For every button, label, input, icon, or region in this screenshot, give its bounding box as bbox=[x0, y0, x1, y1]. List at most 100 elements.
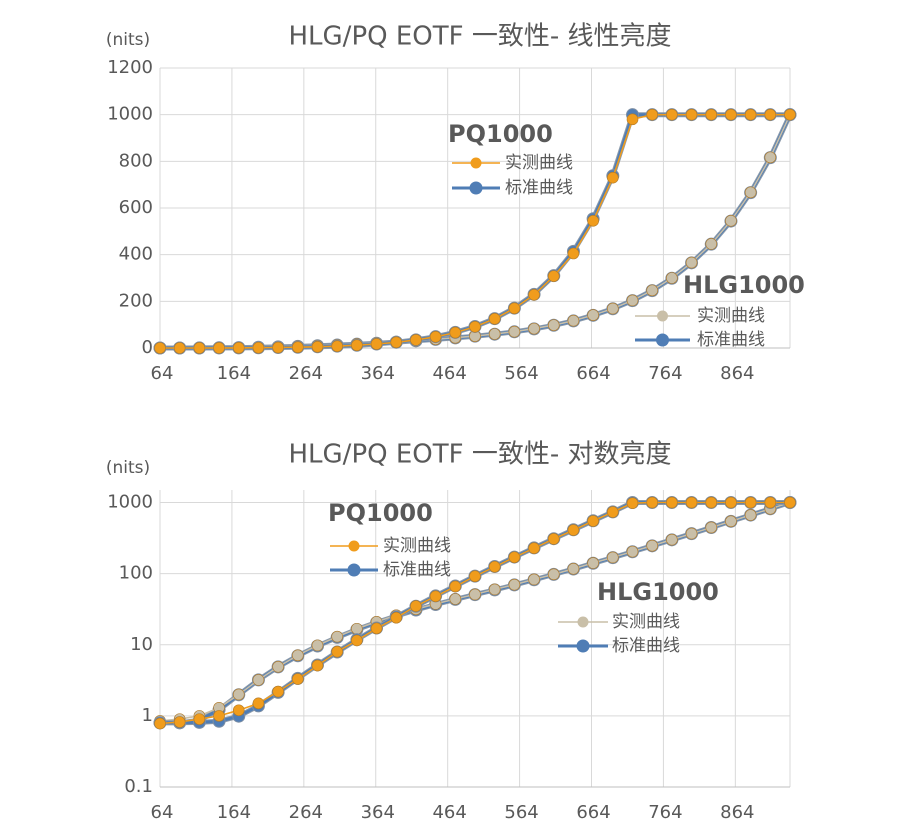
y-tick-label: 0 bbox=[142, 337, 153, 358]
legend-label: 标准曲线 bbox=[505, 178, 573, 198]
point bbox=[528, 322, 540, 335]
point bbox=[252, 697, 265, 710]
point bbox=[666, 496, 678, 509]
point bbox=[390, 336, 403, 349]
point bbox=[607, 506, 619, 518]
point bbox=[626, 497, 639, 509]
point bbox=[311, 659, 324, 672]
point bbox=[193, 342, 206, 354]
x-tick-label: 64 bbox=[151, 363, 174, 384]
x-tick-label: 764 bbox=[648, 363, 682, 384]
x-tick-label: 164 bbox=[217, 802, 251, 823]
y-tick-label: 200 bbox=[119, 290, 153, 311]
point bbox=[292, 673, 304, 685]
point bbox=[232, 342, 245, 354]
point bbox=[744, 509, 757, 521]
point bbox=[646, 539, 658, 552]
point bbox=[488, 328, 501, 340]
point bbox=[567, 524, 580, 536]
x-tick-label: 564 bbox=[504, 363, 538, 384]
point bbox=[744, 108, 757, 121]
point bbox=[213, 342, 225, 354]
point bbox=[646, 496, 658, 509]
point bbox=[252, 674, 265, 686]
point bbox=[272, 341, 284, 354]
point bbox=[685, 496, 698, 509]
point bbox=[488, 313, 501, 325]
legend-label: 实测曲线 bbox=[697, 306, 765, 326]
point bbox=[528, 542, 540, 554]
y-tick-label: 600 bbox=[119, 197, 153, 218]
point bbox=[626, 545, 639, 558]
series-line bbox=[160, 113, 790, 349]
series-line bbox=[160, 113, 790, 350]
x-tick-label: 464 bbox=[432, 802, 466, 823]
y-tick-label: 800 bbox=[119, 150, 153, 171]
point bbox=[587, 557, 599, 569]
point bbox=[370, 338, 383, 350]
legend-label: 标准曲线 bbox=[383, 560, 451, 580]
chart-title: HLG/PQ EOTF 一致性- 对数亮度 bbox=[289, 440, 672, 470]
legend-label: 标准曲线 bbox=[612, 636, 680, 656]
point bbox=[725, 215, 737, 227]
point bbox=[331, 340, 343, 352]
x-tick-label: 164 bbox=[217, 363, 251, 384]
point bbox=[469, 570, 481, 583]
point bbox=[725, 496, 737, 509]
point bbox=[646, 108, 658, 121]
legend-marker bbox=[470, 157, 482, 169]
point bbox=[311, 340, 324, 353]
y-tick-label: 1200 bbox=[107, 57, 153, 78]
y-axis-unit: (nits) bbox=[106, 30, 150, 50]
y-tick-label: 1000 bbox=[107, 104, 153, 125]
legend-title: PQ1000 bbox=[448, 120, 553, 148]
legend-title: HLG1000 bbox=[597, 578, 719, 606]
point bbox=[784, 108, 796, 121]
x-tick-label: 264 bbox=[289, 363, 323, 384]
point bbox=[587, 215, 599, 227]
point bbox=[508, 578, 521, 591]
point bbox=[410, 334, 422, 346]
x-tick-label: 664 bbox=[576, 363, 610, 384]
point bbox=[528, 573, 540, 586]
series-line bbox=[160, 114, 791, 349]
point bbox=[764, 151, 777, 164]
point bbox=[547, 270, 560, 282]
x-tick-label: 364 bbox=[361, 363, 395, 384]
point bbox=[764, 496, 777, 509]
legend-marker bbox=[469, 181, 483, 195]
legend-marker bbox=[657, 310, 668, 322]
chart-title: HLG/PQ EOTF 一致性- 线性亮度 bbox=[289, 22, 672, 52]
y-tick-label: 100 bbox=[119, 563, 153, 584]
legend-marker bbox=[577, 616, 589, 628]
legend-title: PQ1000 bbox=[328, 499, 433, 527]
x-tick-label: 864 bbox=[720, 802, 754, 823]
x-tick-label: 664 bbox=[576, 802, 610, 823]
point bbox=[272, 685, 284, 698]
point bbox=[488, 583, 501, 596]
point bbox=[567, 247, 580, 260]
x-tick-label: 364 bbox=[361, 802, 395, 823]
x-tick-label: 764 bbox=[648, 802, 682, 823]
point bbox=[469, 588, 481, 601]
point bbox=[410, 600, 422, 612]
y-tick-label: 400 bbox=[119, 244, 153, 265]
series-outline bbox=[160, 112, 790, 351]
point bbox=[744, 186, 757, 199]
point bbox=[725, 108, 737, 121]
point bbox=[351, 622, 363, 635]
point bbox=[626, 294, 639, 307]
point bbox=[666, 533, 678, 546]
y-tick-label: 1000 bbox=[107, 492, 153, 513]
legend-title: HLG1000 bbox=[683, 271, 805, 299]
point bbox=[331, 630, 343, 643]
point bbox=[272, 660, 284, 673]
point bbox=[587, 309, 599, 321]
point bbox=[508, 325, 521, 338]
x-tick-label: 64 bbox=[151, 802, 174, 823]
point bbox=[666, 108, 678, 121]
point bbox=[764, 108, 777, 121]
point bbox=[567, 562, 580, 575]
point bbox=[705, 521, 718, 534]
legend-label: 标准曲线 bbox=[697, 330, 765, 350]
